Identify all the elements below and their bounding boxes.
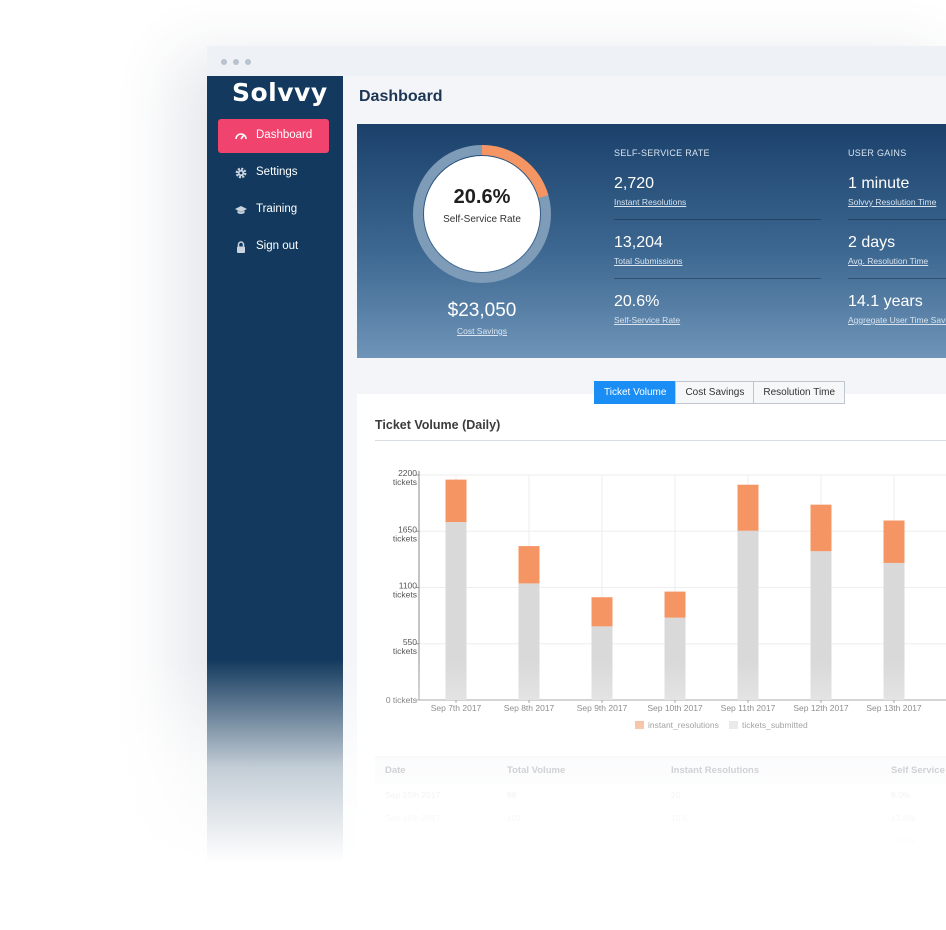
bar-tickets-submitted [445, 522, 467, 700]
ticket-volume-chart: 0 tickets 550 tickets 1100 tickets 1650 ticket… [386, 468, 946, 730]
sidebar-item-label: Dashboard [256, 129, 313, 141]
chart-title: Ticket Volume (Daily) [375, 418, 501, 432]
table-cell: Sep 16th 2017 [385, 813, 441, 823]
table-cell: 12.6% [891, 813, 916, 823]
legend-label-instant-resolutions: instant_resolutions [648, 720, 719, 730]
gear-icon [235, 167, 247, 179]
table-cell: 10.6 [671, 813, 688, 823]
chart-card: Ticket Volume (Daily) 0 tickets 550 ticket… [357, 394, 946, 906]
chart-title-divider [375, 440, 946, 441]
app-window: Solvvy Dashboard Settings [207, 46, 946, 906]
graduation-cap-icon [235, 206, 247, 214]
column-header-instant-resolutions[interactable]: Instant Resolutions [671, 765, 760, 776]
column-header-date[interactable]: Date [385, 765, 406, 776]
legend-label-tickets-submitted: tickets_submitted [742, 720, 808, 730]
tab-cost-savings[interactable]: Cost Savings [675, 381, 755, 404]
y-tick-label: 550 tickets [393, 637, 417, 656]
solvvy-resolution-time-link[interactable]: Solvvy Resolution Time [848, 197, 937, 207]
cost-savings-value: $23,050 [447, 300, 517, 321]
table-cell: 101 [507, 813, 522, 823]
table-cell: Sep 15th 2017 [385, 790, 441, 800]
self-service-rate-stat-value: 20.6% [614, 293, 660, 310]
x-tick-label: Sep 9th 2017 [577, 703, 628, 713]
gauge-icon [235, 133, 247, 140]
cost-savings-link[interactable]: Cost Savings [456, 326, 508, 336]
self-service-rate-label: Self-Service Rate [443, 214, 521, 225]
sidebar: Solvvy Dashboard Settings [207, 76, 343, 906]
stat-divider [614, 278, 821, 279]
bar-instant-resolutions [445, 479, 467, 523]
sidebar-item-settings[interactable]: Settings [218, 156, 329, 190]
avg-resolution-time-link[interactable]: Avg. Resolution Time [848, 256, 929, 266]
main-content: Dashboard 20.6% Self-Service Rate $23,05… [343, 76, 946, 906]
window-dot [245, 59, 251, 65]
page-title: Dashboard [359, 88, 443, 105]
summary-panel: 20.6% Self-Service Rate $23,050 Cost Sav… [357, 124, 946, 358]
bar-tickets-submitted [591, 626, 613, 700]
x-tick-label: Sep 11th 2017 [721, 703, 776, 713]
chart-tabs: Ticket Volume Cost Savings Resolution Ti… [594, 381, 846, 404]
x-tick-label: Sep 10th 2017 [647, 703, 703, 713]
table-cell: 88 [507, 790, 517, 800]
bar-tickets-submitted [737, 530, 759, 700]
bar-instant-resolutions [883, 520, 905, 563]
table-cell: 20 [671, 790, 681, 800]
bar-instant-resolutions [737, 484, 759, 531]
x-tick-label: Sep 7th 2017 [431, 703, 482, 713]
bar-instant-resolutions [810, 504, 832, 552]
self-service-rate-link[interactable]: Self-Service Rate [614, 315, 681, 325]
tab-resolution-time[interactable]: Resolution Time [753, 381, 846, 404]
table-cell: 8.0% [891, 790, 911, 800]
legend-swatch-instant-resolutions [635, 721, 644, 729]
sidebar-item-label: Training [256, 203, 298, 215]
app-logo[interactable]: Solvvy [232, 78, 328, 107]
table-cell: 12.5% [891, 836, 916, 846]
self-service-rate-ring [413, 145, 551, 283]
avg-resolution-time-value: 2 days [848, 234, 896, 251]
sidebar-item-sign-out[interactable]: Sign out [218, 230, 329, 264]
bar-tickets-submitted [664, 617, 686, 700]
column-header-self-service[interactable]: Self Service [891, 765, 945, 776]
x-tick-label: Sep 8th 2017 [504, 703, 555, 713]
column-header-total-volume[interactable]: Total Volume [507, 765, 566, 776]
instant-resolutions-value: 2,720 [614, 175, 655, 192]
total-submissions-value: 13,204 [614, 234, 663, 251]
sidebar-item-dashboard[interactable]: Dashboard [218, 119, 329, 153]
bar-tickets-submitted [518, 583, 540, 700]
bar-instant-resolutions [591, 597, 613, 627]
x-tick-label: Sep 13th 2017 [866, 703, 922, 713]
bar-tickets-submitted [810, 551, 832, 700]
aggregate-time-savings-value: 14.1 years [848, 293, 923, 310]
bar-instant-resolutions [518, 546, 540, 584]
y-tick-label: 1100 tickets [393, 581, 417, 600]
bar-tickets-submitted [883, 562, 905, 700]
window-dot [221, 59, 227, 65]
sidebar-item-label: Settings [256, 166, 298, 178]
y-tick-label: 1650 tickets [393, 524, 417, 543]
legend-swatch-tickets-submitted [729, 721, 738, 729]
sidebar-item-label: Sign out [256, 240, 299, 252]
y-tick-label: 2200 tickets [393, 468, 417, 487]
sidebar-item-training[interactable]: Training [218, 193, 329, 227]
aggregate-time-savings-link[interactable]: Aggregate User Time Savings [848, 315, 946, 325]
self-service-rate-arc [413, 145, 551, 283]
instant-resolutions-link[interactable]: Instant Resolutions [614, 197, 687, 207]
total-submissions-link[interactable]: Total Submissions [614, 256, 683, 266]
stat-divider [848, 219, 946, 220]
stat-divider [614, 219, 821, 220]
table-header: Date Total Volume Instant Resolutions Se… [375, 756, 946, 784]
solvvy-resolution-time-value: 1 minute [848, 175, 910, 192]
window-dot [233, 59, 239, 65]
y-tick-label: 0 tickets [386, 695, 417, 705]
self-service-column-title: SELF-SERVICE RATE [614, 148, 710, 158]
window-titlebar [207, 46, 946, 76]
stat-divider [848, 278, 946, 279]
x-tick-label: Sep 12th 2017 [793, 703, 849, 713]
self-service-rate-value: 20.6% [453, 186, 511, 208]
lock-icon [237, 241, 245, 253]
bar-instant-resolutions [664, 591, 686, 618]
user-gains-column-title: USER GAINS [848, 148, 907, 158]
tab-ticket-volume[interactable]: Ticket Volume [594, 381, 677, 404]
